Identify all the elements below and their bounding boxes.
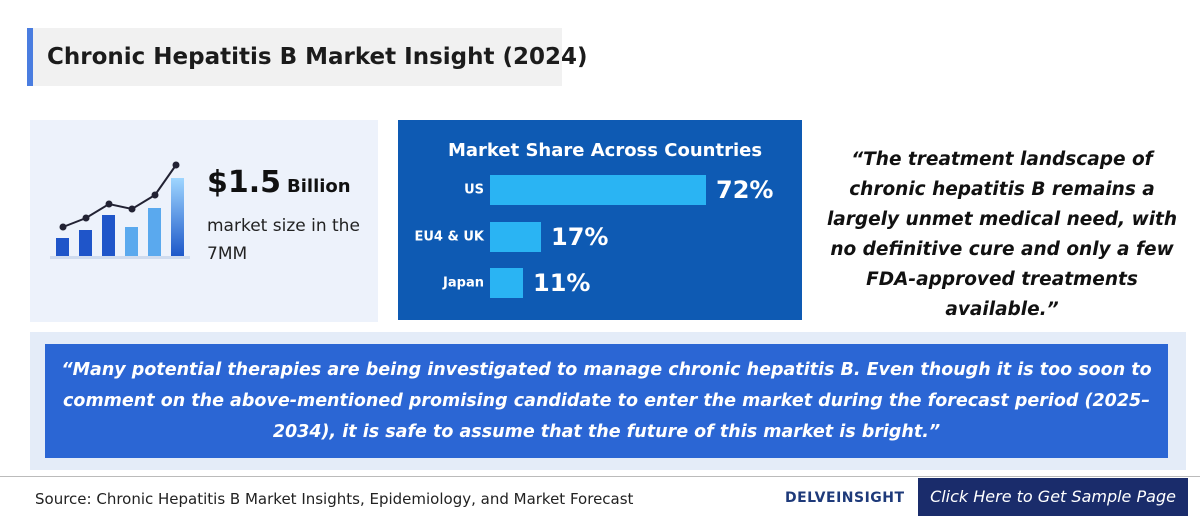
quote-band: “Many potential therapies are being inve… [30, 332, 1186, 470]
market-value: $1.5 [207, 165, 282, 200]
accent-bar [27, 28, 33, 86]
market-unit: Billion [287, 176, 351, 197]
bar [490, 175, 706, 205]
chart: Market Share Across Countries US 72% EU4 &… [414, 140, 773, 298]
category-label: EU4 & UK [414, 230, 484, 245]
chart-panel: Market Share Across Countries US 72% EU4 &… [398, 120, 802, 320]
market-size-panel: $1.5 Billion market size in the 7MM [30, 120, 378, 322]
quote: “The treatment landscape of chronic hepa… [826, 149, 1178, 320]
growth-icon [50, 161, 190, 259]
sample-button[interactable]: Click Here to Get Sample Page [918, 478, 1188, 516]
market-description: market size in the 7MM [207, 216, 360, 264]
value-label: 11% [533, 269, 590, 297]
header: Chronic Hepatitis B Market Insight (2024… [27, 28, 588, 86]
title: Chronic Hepatitis B Market Insight (2024… [47, 44, 588, 70]
bar [490, 268, 523, 298]
value-label: 72% [716, 176, 773, 204]
market-size: $1.5 Billion [207, 165, 351, 200]
quote: “Many potential therapies are being inve… [61, 359, 1152, 442]
chart-title: Market Share Across Countries [448, 140, 762, 161]
value-label: 17% [551, 223, 608, 251]
quote-box: “Many potential therapies are being inve… [45, 344, 1168, 458]
bar [490, 222, 541, 252]
category-label: Japan [442, 276, 484, 291]
divider [0, 476, 1200, 477]
source: Source: Chronic Hepatitis B Market Insig… [35, 490, 634, 508]
logo: DELVEINSIGHT [785, 490, 905, 506]
category-label: US [464, 183, 484, 198]
